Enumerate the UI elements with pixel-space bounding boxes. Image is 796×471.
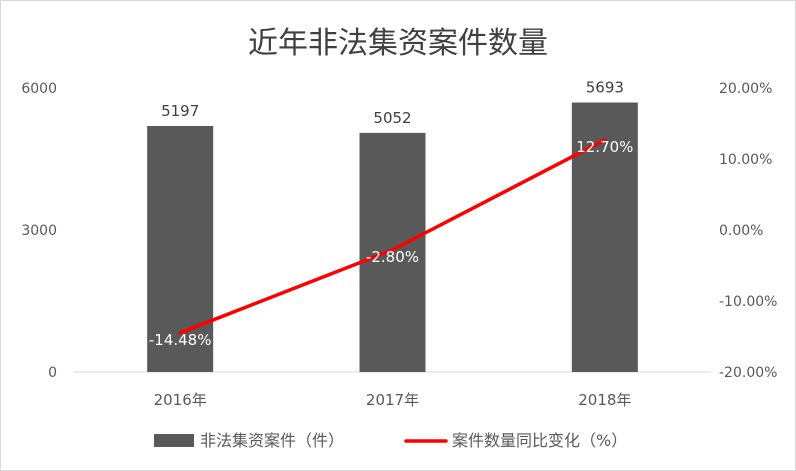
legend-swatch-bars [154, 434, 194, 447]
x-tick-label: 2016年 [154, 391, 207, 409]
plot-area: 0 3000 6000 -20.00% -10.00% 0.00% 10.00% 20.00%… [21, 79, 777, 450]
y-right-tick-label: 20.00% [719, 81, 772, 97]
bar [359, 132, 426, 372]
line-data-label: -14.48% [149, 331, 212, 349]
y-left-tick-label: 3000 [21, 223, 57, 239]
y-right-tick-label: 0.00% [719, 223, 763, 239]
y-right-tick-label: -10.00% [719, 294, 777, 310]
line-point [391, 248, 394, 252]
line-data-label: -2.80% [366, 248, 419, 266]
y-left-tick-label: 0 [48, 365, 57, 381]
chart-title: 近年非法集资案件数量 [248, 26, 548, 61]
legend-label-line: 案件数量同比变化（%） [452, 431, 627, 450]
y-right-tick-label: -20.00% [719, 365, 777, 381]
line-point [178, 331, 182, 335]
y-left-tick-label: 6000 [21, 81, 57, 97]
bar-data-label: 5197 [161, 102, 199, 120]
line-point [603, 138, 607, 142]
x-tick-label: 2018年 [578, 391, 631, 409]
legend-label-bars: 非法集资案件（件） [200, 431, 344, 450]
y-right-tick-label: 10.00% [719, 152, 772, 168]
bar [571, 102, 638, 372]
bar-data-label: 5052 [373, 109, 411, 127]
x-tick-label: 2017年 [366, 391, 419, 409]
line-data-label: 12.70% [576, 138, 633, 156]
bar-data-label: 5693 [586, 79, 624, 97]
